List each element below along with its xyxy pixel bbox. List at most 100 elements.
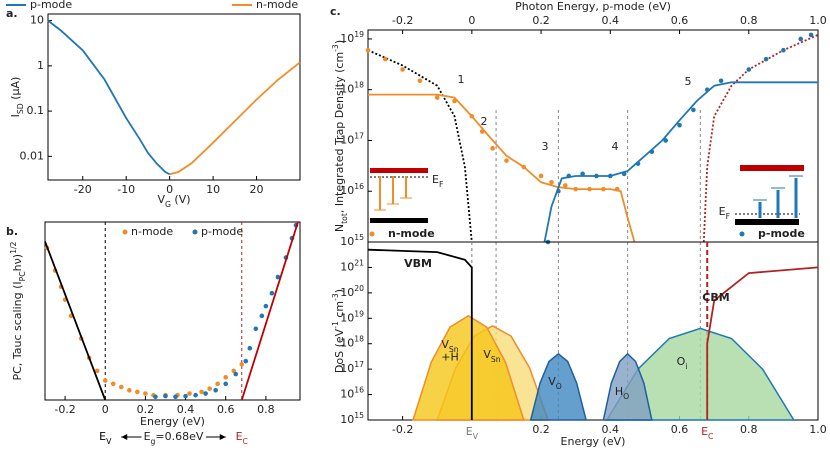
inset-p	[735, 165, 804, 225]
reference-label: EV	[99, 430, 112, 446]
text-part: E	[99, 430, 106, 443]
text-part: 10	[340, 388, 354, 401]
text-part: PC	[18, 271, 27, 281]
text-part: (V)	[171, 193, 191, 206]
text-part: (μA)	[9, 77, 22, 104]
line	[706, 266, 819, 420]
line	[367, 248, 473, 420]
text-part: 10	[340, 362, 354, 375]
text-part: 10	[340, 133, 354, 146]
text-part: Sn	[491, 355, 501, 364]
x-tick-label: 1.0	[809, 423, 827, 436]
text-part: G	[165, 200, 171, 209]
y-tick-label: 1018	[340, 80, 364, 96]
text-part: E	[719, 205, 726, 218]
series-label: VSn +H	[441, 338, 459, 364]
data-point	[215, 381, 220, 387]
data-point	[173, 394, 178, 400]
text-part: 10	[340, 286, 354, 299]
x-tick-label: 0.2	[137, 403, 155, 416]
data-point	[763, 56, 769, 62]
text-part: V	[548, 375, 556, 388]
x-tick-label: 0.8	[740, 14, 758, 27]
text-part: -3	[331, 44, 340, 52]
panel-label: b.	[6, 225, 18, 238]
data-point	[587, 186, 592, 192]
data-point	[259, 313, 265, 319]
data-point	[746, 67, 752, 72]
x-tick-label: 0.8	[257, 403, 275, 416]
gap-label: Eg=0.68eV	[144, 430, 204, 446]
text-part: )	[333, 40, 346, 44]
text-part: 10	[340, 260, 354, 273]
data-point	[469, 113, 475, 119]
data-point	[479, 129, 485, 134]
text-part: 10	[340, 32, 354, 45]
y-tick-label: 1015	[340, 233, 364, 249]
data-point	[566, 173, 572, 179]
data-point	[649, 149, 655, 155]
x-tick-label: 0.6	[217, 403, 235, 416]
reference-label: EC	[236, 430, 248, 446]
reference-label: EC	[701, 425, 713, 441]
data-point	[203, 391, 208, 396]
text-part: C	[243, 437, 248, 446]
text-part: , Integrated Trap Density (cm	[333, 52, 346, 213]
text-part: 10	[340, 235, 354, 248]
x-tick-label: 0.4	[177, 403, 195, 416]
vb-bar	[735, 219, 799, 225]
text-part: 10	[340, 311, 354, 324]
gap-bg	[141, 430, 206, 446]
data-point	[434, 95, 440, 100]
text-part: )	[333, 289, 346, 293]
cb-bar	[740, 165, 804, 171]
x-tick-label: 0.2	[532, 423, 550, 436]
data-point	[213, 387, 218, 393]
data-point	[452, 98, 457, 104]
y-tick-label: 1015	[340, 411, 364, 427]
panel-label: a.	[6, 7, 18, 20]
line	[368, 93, 636, 243]
text-part: V	[157, 193, 165, 206]
text-part: O	[677, 355, 686, 368]
text-part: N	[333, 224, 346, 232]
text-part: O	[623, 392, 629, 401]
text-part: 16	[354, 385, 364, 394]
inset-n	[370, 168, 430, 223]
x-tick-label: -0.2	[392, 14, 413, 27]
x-tick-label: 0.2	[532, 14, 550, 27]
text-part: cm	[333, 301, 346, 321]
data-point	[549, 179, 554, 185]
data-point	[153, 394, 158, 400]
text-part: 15	[354, 233, 364, 242]
y-tick-label: 10	[30, 14, 44, 27]
data-point	[521, 164, 527, 170]
data-point	[490, 146, 495, 151]
line	[169, 61, 301, 176]
text-part: hν)	[11, 254, 24, 271]
text-part: H	[615, 385, 623, 398]
annotation: 4	[612, 140, 619, 153]
x-tick-label: 0.6	[671, 14, 689, 27]
line	[367, 49, 473, 243]
data-point	[275, 274, 281, 280]
data-point	[563, 183, 568, 188]
data-point	[247, 345, 253, 351]
plot-frame	[44, 221, 301, 401]
line	[47, 19, 171, 176]
legend-swatch	[369, 231, 375, 237]
text-part: 21	[354, 258, 364, 267]
x-tick-label: 0.6	[671, 423, 689, 436]
legend-swatch	[192, 229, 198, 235]
data-point	[239, 362, 245, 367]
y-tick-label: 1020	[340, 283, 364, 299]
text-part: 19	[354, 309, 364, 318]
data-point	[635, 161, 641, 166]
text-part: O	[556, 382, 562, 391]
text-part: E	[466, 425, 473, 438]
data-point	[677, 122, 682, 128]
y-tick-label: 1017	[340, 360, 364, 376]
area	[602, 352, 653, 421]
x-tick-label: -10	[117, 183, 135, 196]
y-tick-label: 1017	[340, 131, 364, 147]
